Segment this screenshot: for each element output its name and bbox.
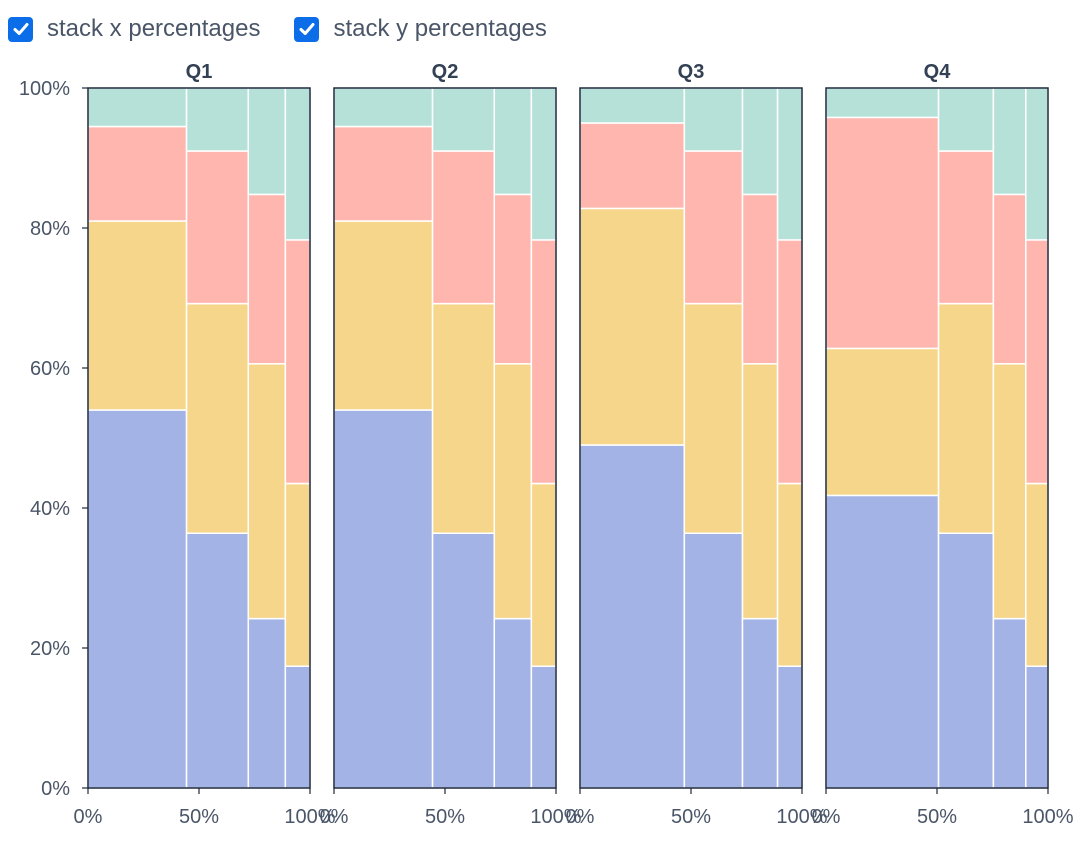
mosaic-cell [741, 193, 779, 365]
mosaic-cell [493, 617, 533, 789]
mosaic-cell [333, 125, 434, 222]
mosaic-cell [579, 207, 686, 446]
y-tick-label: 60% [30, 358, 70, 380]
mosaic-cell [776, 482, 803, 667]
mosaic-cell [776, 87, 803, 241]
mosaic-cell [579, 444, 686, 789]
panel-title: Q1 [186, 61, 213, 83]
mosaic-cell [825, 87, 940, 119]
mosaic-cell [741, 87, 779, 196]
mosaic-cell [683, 150, 744, 305]
mosaic-cell [185, 87, 250, 152]
mosaic-cell [185, 302, 250, 534]
mosaic-cell [1025, 482, 1049, 667]
mosaic-cell [185, 150, 250, 305]
mosaic-cell [247, 193, 287, 365]
mosaic-cell [579, 122, 686, 210]
mosaic-cell [741, 363, 779, 620]
mosaic-cell [185, 532, 250, 789]
checkbox-checked-icon[interactable] [294, 16, 320, 42]
mosaic-cell [1025, 87, 1049, 241]
stack-y-label: stack y percentages [333, 15, 547, 42]
mosaic-cell [333, 87, 434, 128]
mosaic-cell [825, 116, 940, 350]
checkbox-checked-icon[interactable] [8, 16, 33, 42]
mosaic-cell [825, 347, 940, 497]
mosaic-cell [992, 617, 1027, 789]
mosaic-cell [493, 193, 533, 365]
mosaic-cell [333, 409, 434, 789]
mosaic-cell [284, 665, 311, 789]
mosaic-cell [937, 302, 995, 534]
panel-title: Q2 [432, 61, 459, 83]
mosaic-cell [937, 87, 995, 152]
x-tick-label: 50% [425, 806, 465, 828]
mosaic-cell [992, 193, 1027, 365]
mosaic-cell [683, 87, 744, 152]
x-tick-label: 50% [179, 806, 219, 828]
mosaic-cell [1025, 239, 1049, 485]
y-tick-label: 20% [30, 638, 70, 660]
x-tick-label: 0% [812, 806, 841, 828]
x-tick-label: 50% [917, 806, 957, 828]
mosaic-cell [683, 302, 744, 534]
x-tick-label: 100% [1022, 806, 1073, 828]
mosaic-cell [247, 617, 287, 789]
x-tick-label: 0% [74, 806, 103, 828]
x-tick-label: 0% [320, 806, 349, 828]
mosaic-cell [579, 87, 686, 124]
mosaic-cell [825, 494, 940, 789]
mosaic-cell [992, 87, 1027, 196]
mosaic-cell [493, 87, 533, 196]
y-tick-label: 80% [30, 218, 70, 240]
mosaic-cell [937, 150, 995, 305]
mosaic-cell [776, 239, 803, 485]
y-tick-label: 40% [30, 498, 70, 520]
mosaic-cell [431, 302, 496, 534]
mosaic-cell [776, 665, 803, 789]
x-tick-label: 100% [530, 806, 581, 828]
stack-x-toggle[interactable]: stack x percentages [8, 15, 260, 43]
mosaic-cell [431, 532, 496, 789]
mosaic-cell [87, 87, 188, 128]
mosaic-cell [284, 482, 311, 667]
mosaic-cell [431, 150, 496, 305]
mosaic-cell [1025, 665, 1049, 789]
stack-y-toggle[interactable]: stack y percentages [294, 15, 547, 43]
mosaic-cell [284, 87, 311, 241]
x-tick-label: 100% [284, 806, 335, 828]
mosaic-cell [741, 617, 779, 789]
y-tick-label: 0% [41, 778, 70, 800]
mosaic-cell [333, 220, 434, 411]
mosaic-cell [530, 482, 557, 667]
mosaic-cell [992, 363, 1027, 620]
stack-x-label: stack x percentages [47, 15, 261, 42]
x-tick-label: 50% [671, 806, 711, 828]
panel-title: Q4 [924, 61, 952, 83]
mosaic-cell [431, 87, 496, 152]
mosaic-cell [87, 409, 188, 789]
mosaic-cell [937, 532, 995, 789]
y-tick-label: 100% [19, 78, 70, 100]
mosaic-cell [530, 87, 557, 241]
mosaic-cell [530, 239, 557, 485]
mosaic-cell [247, 363, 287, 620]
x-tick-label: 0% [566, 806, 595, 828]
chart-controls: stack x percentages stack y percentages [8, 12, 581, 46]
mosaic-cell [284, 239, 311, 485]
x-tick-label: 100% [776, 806, 827, 828]
mosaic-cell [87, 220, 188, 411]
mosaic-cell [247, 87, 287, 196]
mosaic-cell [87, 125, 188, 222]
panel-title: Q3 [678, 61, 705, 83]
mosaic-cell [530, 665, 557, 789]
mosaic-cell [493, 363, 533, 620]
mosaic-cell [683, 532, 744, 789]
